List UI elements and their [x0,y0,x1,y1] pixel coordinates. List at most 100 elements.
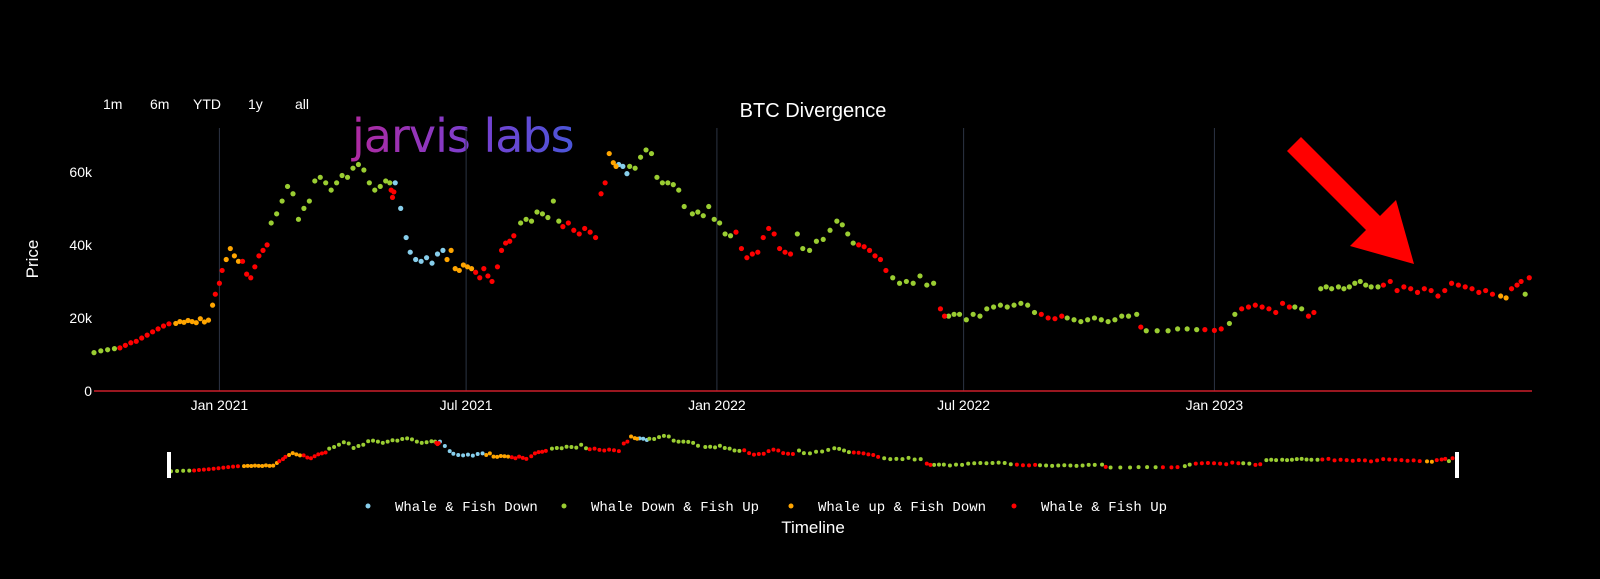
minimap-point [1218,461,1223,466]
minimap-point [751,452,756,457]
data-point [997,302,1004,308]
range-button-1y[interactable]: 1y [248,96,263,112]
minimap-point [1108,465,1113,470]
annotation-arrow [1283,137,1414,264]
minimap-point [984,461,989,466]
minimap-point [657,435,662,440]
minimap-point [713,445,718,450]
data-point [429,260,435,266]
range-slider-handle-left[interactable] [167,452,171,478]
minimap-point [451,451,456,456]
minimap-point [771,447,776,452]
legend-item[interactable]: Whale Down & Fish Up [561,500,760,516]
minimap-point [866,452,871,457]
legend-item[interactable]: Whale & Fish Up [1011,500,1168,516]
data-point [173,320,179,327]
minimap-point [776,448,781,453]
data-point [1380,282,1387,288]
data-point [1435,293,1441,299]
data-point [185,317,191,324]
data-point [398,205,404,211]
minimap-point [666,434,671,439]
legend-item[interactable]: Whale up & Fish Down [788,500,987,516]
data-point [1004,304,1010,310]
minimap-point [574,445,579,450]
data-point [328,187,334,193]
data-point [1085,317,1091,323]
data-point [355,161,362,168]
data-point [670,182,676,188]
y-tick-label: 60k [69,164,93,180]
minimap-point [1212,461,1217,466]
legend-label: Whale & Fish Up [1041,500,1167,516]
chart-title: BTC Divergence [740,100,887,122]
range-slider[interactable] [167,433,1459,478]
data-point [1218,326,1224,332]
data-point [423,255,430,261]
data-point [1299,306,1305,312]
data-point [813,238,820,244]
minimap-point [641,436,646,441]
range-button-all[interactable]: all [295,96,309,112]
range-slider-handle-right[interactable] [1455,452,1459,478]
minimap-point [312,454,317,459]
data-point [695,209,701,215]
minimap-point [1393,457,1398,462]
data-point [1175,326,1181,332]
data-point [839,222,845,228]
data-point [1038,311,1044,317]
data-point [1341,286,1347,292]
data-point [205,317,212,323]
data-point [689,211,695,217]
minimap-point [513,456,518,461]
data-point [155,326,161,332]
data-point [1414,289,1421,295]
range-button-ytd[interactable]: YTD [193,96,221,112]
data-point [1052,316,1058,322]
data-point [613,163,619,169]
minimap-point [564,444,569,449]
data-point [1273,309,1279,316]
data-point [910,280,916,286]
minimap-point [846,450,851,455]
data-point [1526,275,1532,281]
minimap-point [502,454,507,459]
data-point [1455,282,1461,288]
data-point [473,269,479,275]
minimap-point [1074,463,1079,468]
legend-item[interactable]: Whale & Fish Down [365,500,538,516]
data-point [268,220,274,226]
data-point [706,203,712,210]
data-point [1323,284,1329,290]
data-point [1469,286,1475,292]
data-point [144,332,150,338]
minimap-point [1103,464,1108,469]
minimap-point [277,459,282,464]
minimap-point [1100,462,1105,467]
minimap-point [1236,461,1241,466]
data-point [1031,309,1038,316]
range-selector[interactable]: 1m 6m YTD 1y all [103,96,309,112]
minimap-point [820,449,825,454]
range-button-6m[interactable]: 6m [150,96,169,112]
minimap-point [1182,464,1187,469]
data-point [866,247,873,253]
data-point [197,316,203,322]
range-button-1m[interactable]: 1m [103,96,122,112]
data-point [970,311,976,317]
minimap-point [1381,457,1386,462]
data-point [872,253,878,259]
data-point [606,150,612,157]
minimap-point [761,451,766,456]
minimap-point [966,461,971,466]
data-point [219,267,225,274]
data-point [339,172,345,179]
minimap-point [703,445,708,450]
jarvis-labs-logo: jarvis labs [351,109,574,163]
data-point [749,251,755,257]
data-point [160,323,167,329]
legend[interactable]: Whale & Fish Down Whale Down & Fish Up Wha… [365,500,1168,516]
minimap-point [972,461,977,466]
data-point [117,345,123,351]
data-point [738,245,745,252]
